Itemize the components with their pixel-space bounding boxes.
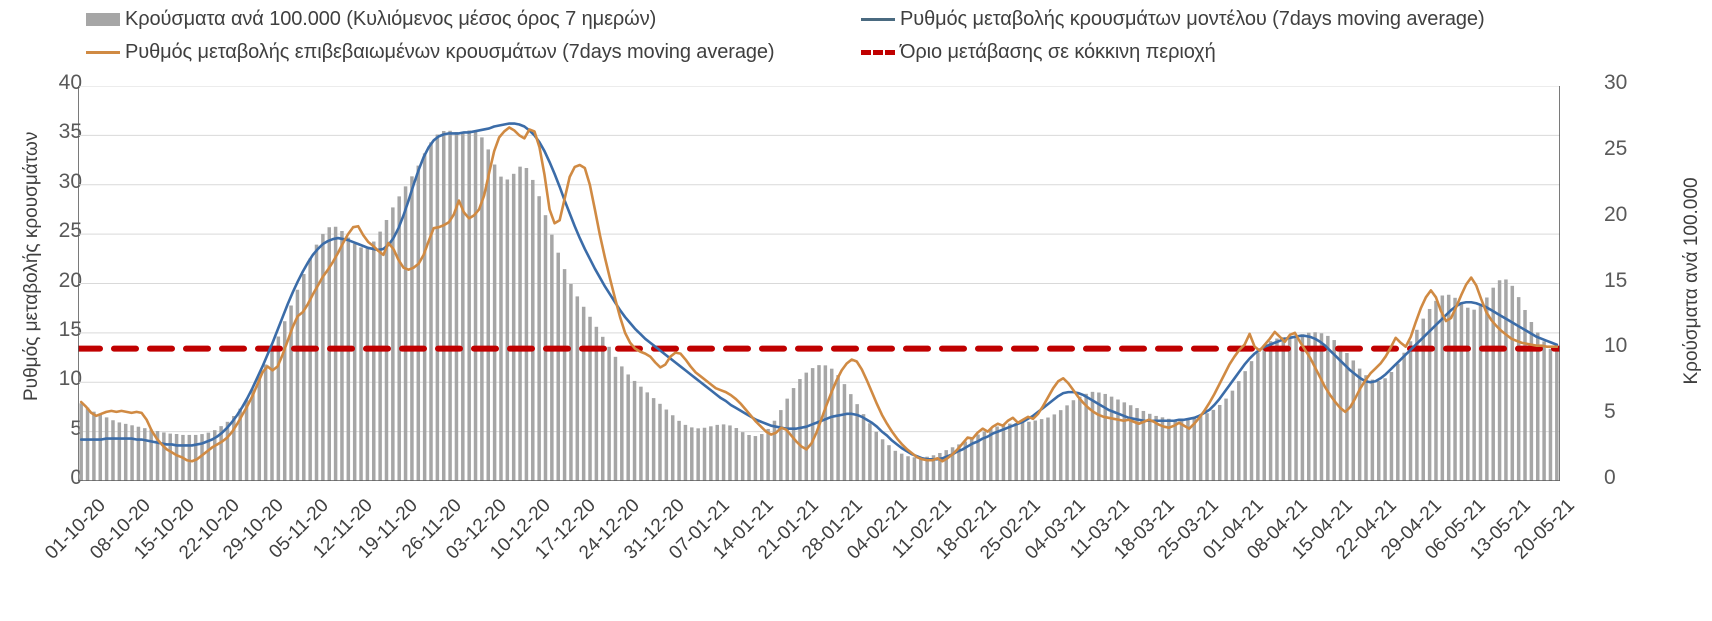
plot-area bbox=[78, 86, 1560, 481]
left-axis-tick: 10 bbox=[58, 367, 82, 391]
legend-item-threshold[interactable]: Όριο μετάβασης σε κόκκινη περιοχή bbox=[861, 41, 1216, 64]
left-axis-tick: 30 bbox=[58, 169, 82, 193]
x-axis-tick-labels: 01-10-20 08-10-20 15-10-20 22-10-20 29-10-20… bbox=[41, 481, 1579, 621]
right-axis-title: Κρούσματα ανά 100.000 bbox=[1681, 177, 1702, 385]
dashed-line-swatch-icon bbox=[861, 50, 895, 55]
right-axis-tick: 30 bbox=[1604, 71, 1628, 94]
line-series-model bbox=[79, 122, 1559, 461]
bar-swatch-icon bbox=[86, 13, 120, 26]
chart-canvas bbox=[78, 86, 1560, 481]
left-axis-tick: 15 bbox=[58, 317, 82, 341]
left-axis-tick: 35 bbox=[58, 120, 82, 144]
right-axis-tick: 20 bbox=[1604, 202, 1628, 226]
bar-series-cases bbox=[79, 130, 1559, 481]
right-axis-tick: 0 bbox=[1604, 466, 1616, 489]
left-axis-tick: 25 bbox=[58, 219, 82, 243]
legend-label-confirmed-rate: Ρυθμός μεταβολής επιβεβαιωμένων κρουσμάτ… bbox=[125, 41, 775, 63]
legend-label-threshold: Όριο μετάβασης σε κόκκινη περιοχή bbox=[900, 41, 1216, 63]
right-axis-tick: 10 bbox=[1604, 334, 1628, 358]
right-axis-tick: 25 bbox=[1604, 136, 1628, 160]
left-axis-tick: 40 bbox=[58, 71, 82, 94]
left-axis-tick: 20 bbox=[58, 268, 82, 292]
line-series-confirmed bbox=[79, 126, 1559, 463]
line-swatch-blue-icon bbox=[861, 18, 895, 21]
legend-item-model-rate[interactable]: Ρυθμός μεταβολής κρουσμάτων μοντέλου (7d… bbox=[861, 8, 1485, 31]
legend-label-cases-per-100k: Κρούσματα ανά 100.000 (Κυλιόμενος μέσος … bbox=[125, 8, 657, 30]
legend-item-cases-per-100k[interactable]: Κρούσματα ανά 100.000 (Κυλιόμενος μέσος … bbox=[86, 8, 656, 31]
right-axis-tick: 5 bbox=[1604, 400, 1616, 424]
line-swatch-icon bbox=[86, 51, 120, 54]
legend-label-model-rate: Ρυθμός μεταβολής κρουσμάτων μοντέλου (7d… bbox=[900, 8, 1485, 30]
legend-item-confirmed-rate[interactable]: Ρυθμός μεταβολής επιβεβαιωμένων κρουσμάτ… bbox=[86, 41, 775, 64]
right-axis-tick: 15 bbox=[1604, 268, 1628, 292]
left-axis-tick: 5 bbox=[70, 416, 82, 440]
left-axis-tick: 0 bbox=[70, 466, 82, 489]
chart-legend: Κρούσματα ανά 100.000 (Κυλιόμενος μέσος … bbox=[0, 0, 1712, 70]
